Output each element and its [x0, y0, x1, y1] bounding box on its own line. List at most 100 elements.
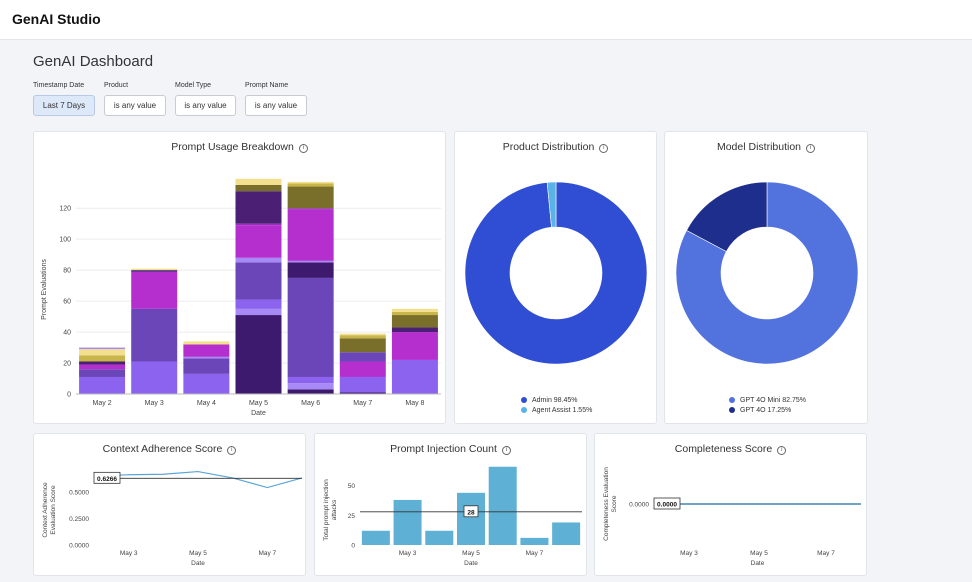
model-donut-chart: [675, 181, 859, 365]
bar-segment: [131, 271, 178, 309]
y-tick-label: 0.0000: [69, 543, 89, 550]
model-distribution-title: Model Distribution: [716, 141, 802, 153]
bar-segment: [235, 223, 282, 226]
y-axis-label: Prompt Evaluations: [41, 259, 48, 320]
x-tick-label: May 4: [197, 400, 216, 407]
info-icon[interactable]: i: [599, 144, 609, 153]
donut-slice: [686, 181, 768, 252]
bar-segment: [79, 376, 126, 394]
legend-text: GPT 4O 17.25%: [740, 406, 792, 414]
prompt-injection-title: Prompt Injection Count: [390, 443, 497, 455]
x-tick-label: May 8: [405, 400, 424, 407]
bar-segment: [79, 349, 126, 356]
prompt-injection-card: Prompt Injection Count i 0 25 50 28 May 3 May …: [314, 433, 587, 576]
bar: [520, 537, 549, 545]
bar-segment: [183, 356, 230, 359]
x-tick-label: May 5: [462, 550, 480, 557]
info-icon[interactable]: i: [777, 446, 787, 455]
completeness-card: Completeness Score i 0.0000 0.0000 May 3 May…: [594, 433, 867, 576]
bar-segment: [391, 359, 438, 394]
legend-item: Agent Assist 1.55%: [521, 405, 592, 415]
x-axis-label: Date: [191, 560, 205, 567]
y-tick-label: 80: [63, 268, 71, 275]
bar-segment: [235, 191, 282, 224]
filter-timestamp-date: Timestamp Date Last 7 Days: [33, 82, 95, 116]
legend-text: Admin 98.45%: [532, 396, 578, 404]
y-tick-label: 0: [351, 543, 355, 550]
bar-segment: [391, 332, 438, 360]
bar: [393, 499, 422, 545]
y-axis-label: attacks: [331, 499, 338, 520]
app-title: GenAI Studio: [12, 11, 101, 27]
y-tick-label: 60: [63, 299, 71, 306]
card-title: Prompt Injection Count i: [315, 443, 586, 455]
series-line: [93, 470, 303, 489]
filter-label: Prompt Name: [245, 82, 289, 89]
bar-segment: [235, 185, 282, 192]
bar-segment: [287, 277, 334, 377]
filter-model-type: Model Type is any value: [175, 82, 236, 116]
reference-label-box: [653, 497, 681, 510]
x-tick-label: May 7: [526, 550, 544, 557]
bar-segment: [391, 327, 438, 333]
bar-segment: [235, 257, 282, 263]
bar-segment: [79, 347, 126, 350]
bar-segment: [287, 208, 334, 210]
product-distribution-title: Product Distribution: [502, 141, 595, 153]
bar-segment: [131, 361, 178, 394]
y-tick-label: 120: [59, 206, 71, 213]
bar: [488, 466, 517, 545]
y-axis-label: Completeness Evaluation: [603, 467, 610, 541]
bar-segment: [235, 315, 282, 394]
info-icon[interactable]: i: [298, 144, 308, 153]
model-type-dropdown[interactable]: is any value: [175, 95, 236, 116]
filter-prompt-name: Prompt Name is any value: [245, 82, 307, 116]
y-tick-label: 0: [67, 392, 71, 399]
y-tick-label: 0.2500: [69, 516, 89, 523]
bar-segment: [79, 369, 126, 377]
y-axis-label: Score: [611, 495, 618, 512]
legend-text: GPT 4O Mini 82.75%: [740, 396, 807, 404]
bar-segment: [235, 299, 282, 309]
bar-segment: [79, 364, 126, 370]
filter-label: Product: [104, 82, 129, 89]
legend-item: GPT 4O Mini 82.75%: [729, 395, 806, 405]
product-legend: Admin 98.45% Agent Assist 1.55%: [521, 395, 592, 415]
info-icon[interactable]: i: [227, 446, 237, 455]
context-adherence-chart: 0.0000 0.2500 0.5000 0.6266 May 3 May 5 May 7 D…: [42, 470, 303, 567]
bar-segment: [183, 358, 230, 374]
context-adherence-card: Context Adherence Score i 0.0000 0.2500 0.5…: [33, 433, 306, 576]
prompt-usage-card: Prompt Usage Breakdown i 0 20 40 60 80 100 120 M…: [33, 131, 446, 424]
x-tick-label: May 7: [817, 550, 835, 557]
timestamp-date-dropdown[interactable]: Last 7 Days: [33, 95, 95, 116]
x-tick-label: May 3: [145, 400, 164, 407]
legend-item: GPT 4O 17.25%: [729, 405, 806, 415]
bar: [361, 530, 390, 545]
y-tick-label: 0.0000: [629, 502, 649, 509]
legend-dot-icon: [521, 397, 527, 403]
bar-segment: [287, 186, 334, 209]
x-tick-label: May 7: [258, 550, 276, 557]
bar-segment: [235, 308, 282, 316]
info-icon[interactable]: i: [501, 446, 511, 455]
bar-segment: [131, 308, 178, 362]
info-icon[interactable]: i: [806, 144, 816, 153]
product-distribution-card: Product Distribution i Admin 98.45% Agent…: [454, 131, 657, 424]
bar-segment: [391, 311, 438, 316]
prompt-name-dropdown[interactable]: is any value: [245, 95, 307, 116]
bar-segment: [287, 260, 334, 263]
reference-label: 0.6266: [97, 476, 117, 483]
bar-segment: [183, 373, 230, 394]
card-title: Product Distribution i: [455, 141, 656, 153]
bar-segment: [131, 270, 178, 272]
bar-segment: [391, 308, 438, 312]
legend-dot-icon: [729, 407, 735, 413]
x-tick-label: May 5: [750, 550, 768, 557]
product-dropdown[interactable]: is any value: [104, 95, 166, 116]
card-title: Completeness Score i: [595, 443, 866, 455]
filter-label: Model Type: [175, 82, 212, 89]
bar: [457, 492, 485, 545]
donut-slice: [546, 181, 557, 228]
x-tick-label: May 3: [680, 550, 698, 557]
filter-product: Product is any value: [104, 82, 166, 116]
